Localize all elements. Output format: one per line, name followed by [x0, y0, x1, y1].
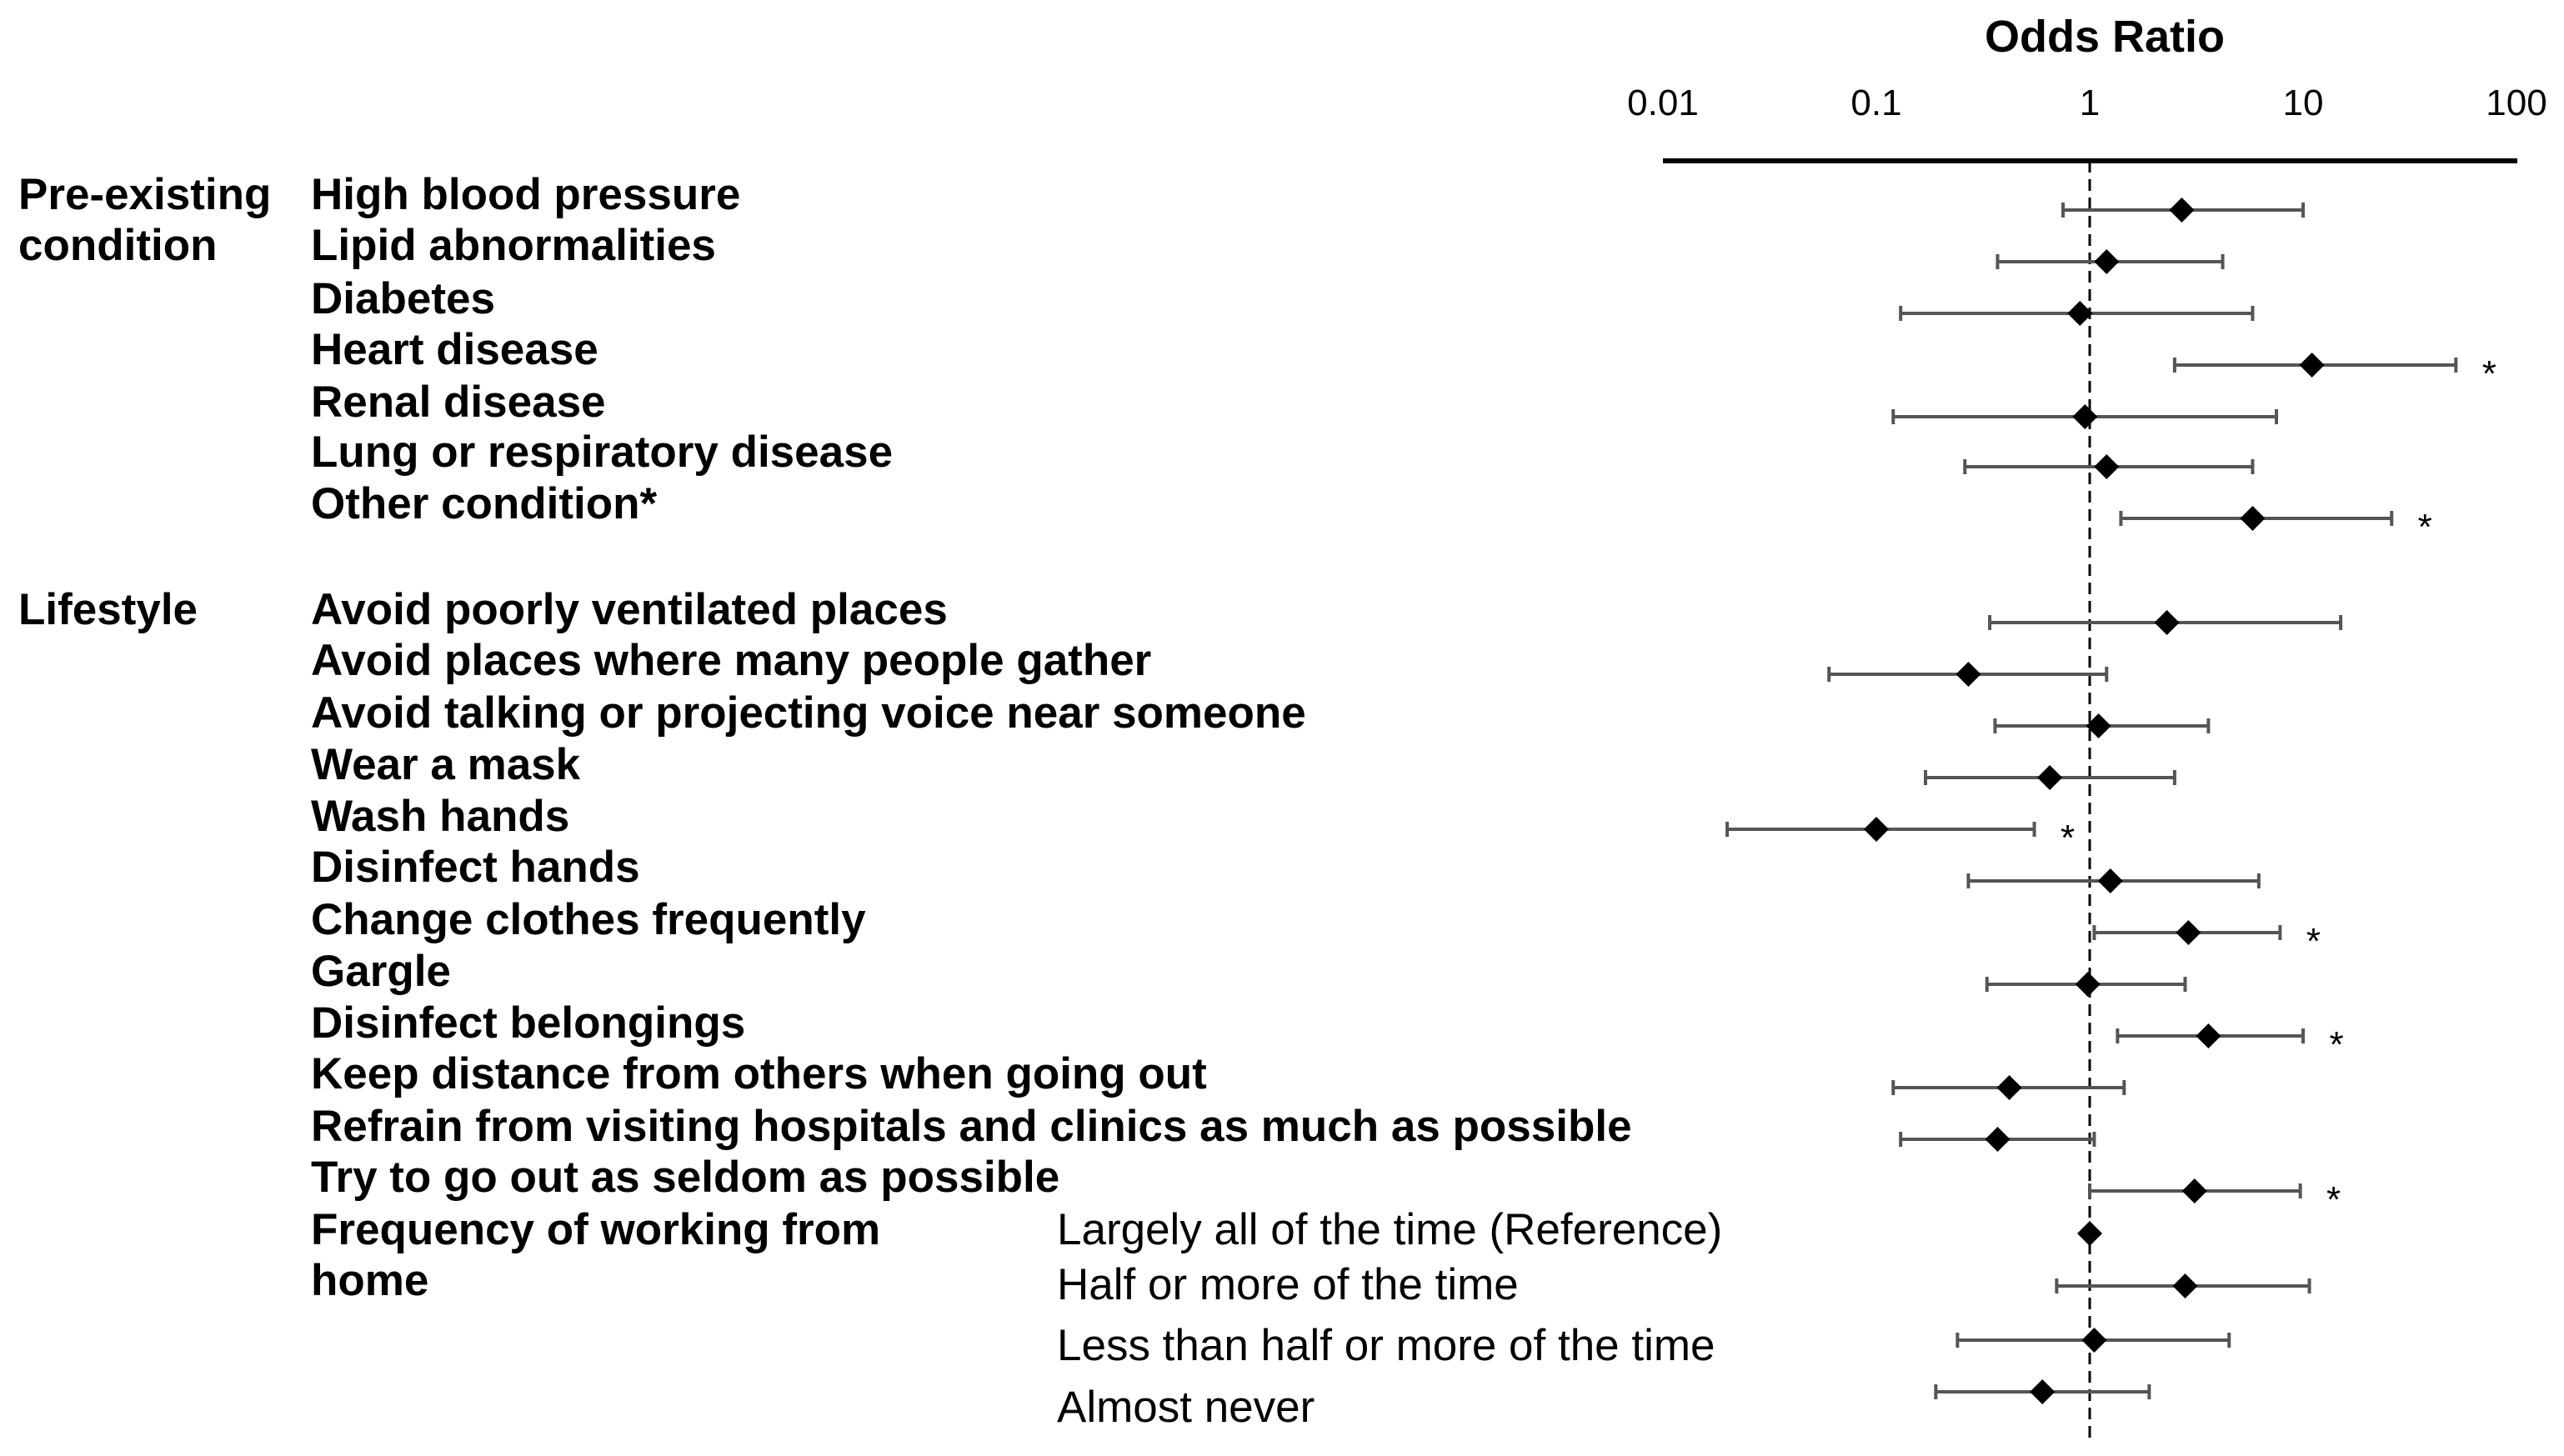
row-label: Heart disease	[311, 325, 598, 374]
row-label: Wash hands	[311, 792, 570, 841]
row-label: Lung or respiratory disease	[311, 428, 894, 477]
wfh-option-label: Half or more of the time	[1057, 1260, 1519, 1309]
significance-marker: *	[2326, 1179, 2341, 1220]
significance-marker: *	[2061, 818, 2075, 858]
point-estimate	[2067, 301, 2093, 326]
significance-marker: *	[2329, 1024, 2343, 1065]
point-estimate	[2299, 353, 2325, 378]
point-estimate	[2030, 1379, 2056, 1404]
point-estimate	[1864, 817, 1889, 842]
point-estimate	[2172, 1273, 2198, 1298]
significance-marker: *	[2306, 921, 2321, 962]
point-estimate	[2037, 765, 2063, 790]
point-estimate	[2196, 1023, 2221, 1048]
point-estimate	[2075, 972, 2101, 997]
significance-marker: *	[2482, 353, 2496, 394]
wfh-label-line1: Frequency of working from	[311, 1205, 881, 1254]
row-label: Avoid places where many people gather	[311, 636, 1152, 685]
row-label: High blood pressure	[311, 170, 741, 219]
group-label-lifestyle: Lifestyle	[18, 585, 198, 634]
tick-label: 10	[2283, 83, 2324, 123]
row-label: Refrain from visiting hospitals and clin…	[311, 1102, 1632, 1151]
row-label: Gargle	[311, 947, 451, 996]
row-label: Disinfect hands	[311, 843, 640, 892]
row-label: Renal disease	[311, 378, 606, 427]
wfh-option-label: Less than half or more of the time	[1057, 1321, 1715, 1370]
wfh-option-label: Almost never	[1057, 1383, 1315, 1432]
row-label: Avoid talking or projecting voice near s…	[311, 688, 1306, 738]
point-estimate	[2081, 1328, 2107, 1353]
point-estimate	[1985, 1127, 2011, 1152]
wfh-option-label: Largely all of the time (Reference)	[1057, 1205, 1723, 1254]
point-estimate	[2077, 1221, 2102, 1246]
significance-marker: *	[2418, 507, 2432, 548]
point-estimate	[2094, 249, 2120, 274]
point-estimate	[1996, 1075, 2022, 1100]
tick-label: 100	[2486, 83, 2546, 123]
row-label: Lipid abnormalities	[311, 221, 716, 270]
point-estimate	[2097, 868, 2123, 893]
row-label: Diabetes	[311, 274, 495, 323]
chart-title: Odds Ratio	[1985, 12, 2225, 62]
point-estimate	[2072, 404, 2098, 429]
point-estimate	[2240, 506, 2266, 531]
point-estimate	[2181, 1178, 2207, 1203]
point-estimate	[2094, 454, 2120, 479]
point-estimate	[2086, 713, 2111, 738]
tick-label: 0.1	[1850, 83, 1901, 123]
group-label-pre-existing-line2: condition	[18, 221, 218, 270]
point-estimate	[1956, 662, 1981, 687]
row-label: Other condition*	[311, 479, 658, 528]
row-label: Disinfect belongings	[311, 998, 746, 1048]
row-label: Keep distance from others when going out	[311, 1049, 1207, 1098]
tick-label: 1	[2080, 83, 2100, 123]
wfh-label-line2: home	[311, 1256, 429, 1305]
group-label-pre-existing-line1: Pre-existing	[18, 170, 272, 219]
row-label: Avoid poorly ventilated places	[311, 585, 948, 634]
row-label: Try to go out as seldom as possible	[311, 1153, 1060, 1202]
row-label: Wear a mask	[311, 740, 581, 789]
point-estimate	[2169, 198, 2195, 223]
point-estimate	[2176, 920, 2201, 945]
tick-label: 0.01	[1627, 83, 1699, 123]
point-estimate	[2154, 610, 2180, 635]
row-label: Change clothes frequently	[311, 895, 866, 944]
